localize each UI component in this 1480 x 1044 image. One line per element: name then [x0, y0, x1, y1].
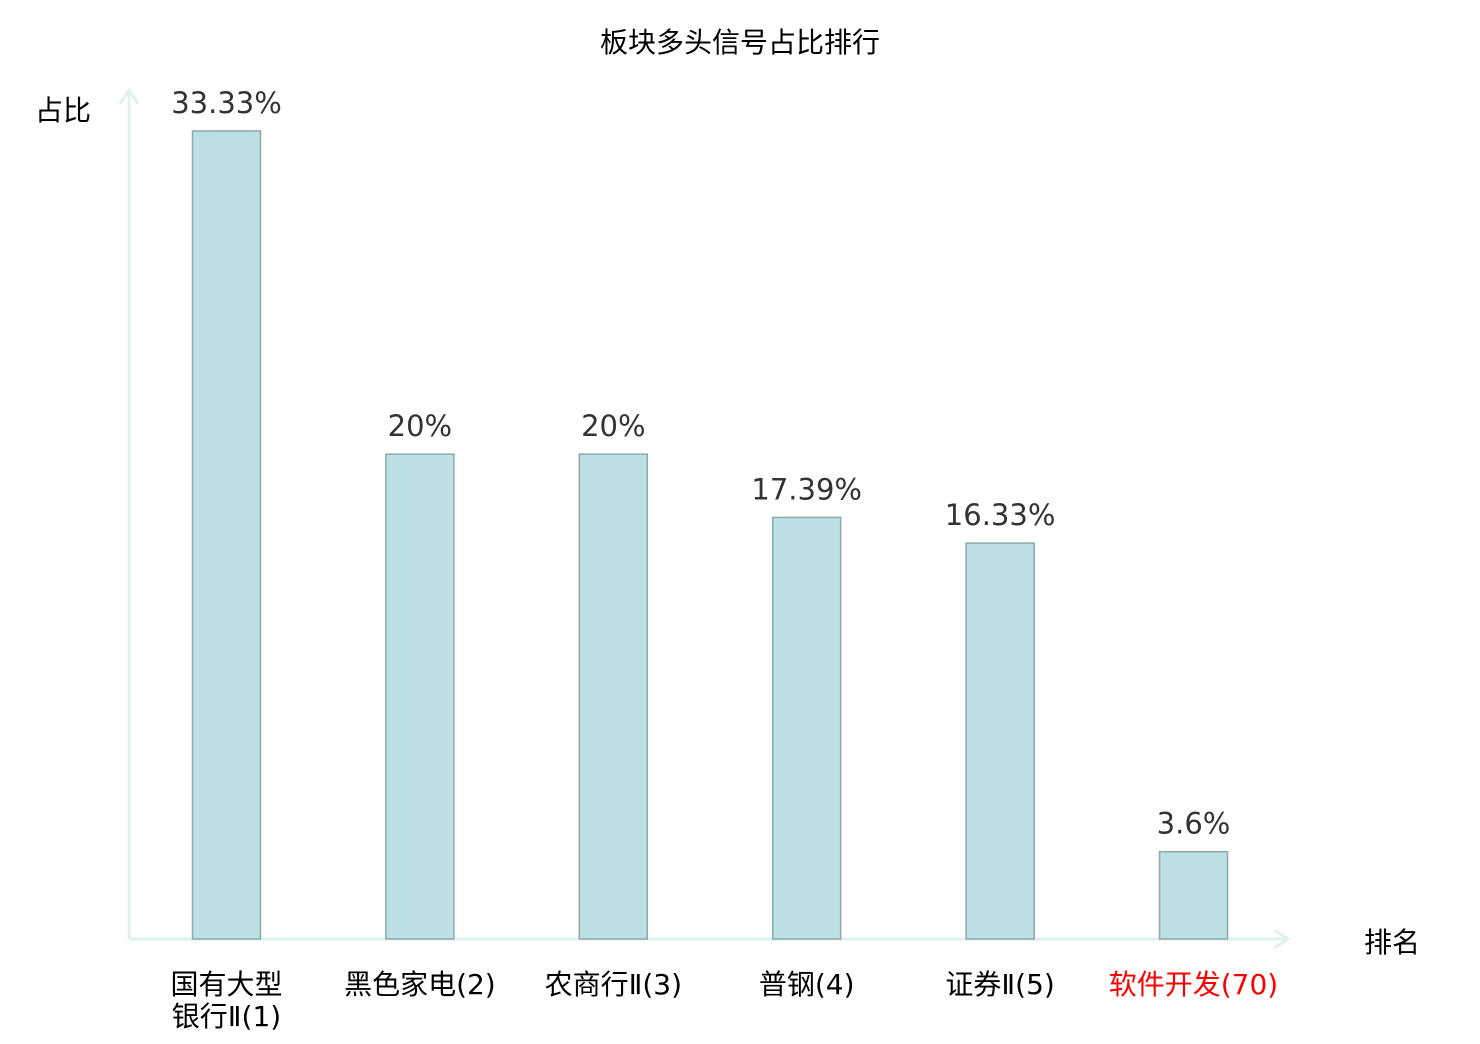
x-tick-label-line: 普钢(4)	[759, 968, 855, 1001]
x-tick-label: 黑色家电(2)	[344, 968, 496, 1001]
x-tick-label: 证券Ⅱ(5)	[945, 968, 1054, 1001]
x-axis-arrow-icon	[1273, 928, 1291, 950]
chart-title: 板块多头信号占比排行	[600, 26, 880, 59]
x-tick-label: 软件开发(70)	[1109, 968, 1278, 1001]
data-label: 20%	[388, 409, 452, 443]
bar	[771, 516, 842, 940]
bar	[1158, 850, 1229, 940]
data-label: 16.33%	[945, 498, 1056, 532]
x-tick-label-line: 黑色家电(2)	[344, 968, 496, 1001]
y-axis-arrow-icon	[118, 87, 140, 105]
y-axis-label: 占比	[35, 94, 91, 127]
x-tick-label-line: 软件开发(70)	[1109, 968, 1278, 1001]
x-tick-label-line: 银行Ⅱ(1)	[172, 1000, 281, 1033]
data-label: 3.6%	[1157, 807, 1231, 841]
x-axis-label: 排名	[1364, 926, 1420, 959]
x-tick-label-line: 国有大型	[170, 968, 282, 1001]
x-tick-label: 农商行Ⅱ(3)	[545, 968, 682, 1001]
x-tick-label: 国有大型银行Ⅱ(1)	[170, 968, 282, 1033]
data-label: 33.33%	[171, 86, 282, 120]
x-tick-label: 普钢(4)	[759, 968, 855, 1001]
x-tick-label-line: 证券Ⅱ(5)	[945, 968, 1054, 1001]
x-tick-label-line: 农商行Ⅱ(3)	[545, 968, 682, 1001]
data-label: 20%	[581, 409, 645, 443]
bar	[385, 453, 455, 940]
bar	[191, 130, 262, 940]
bar	[578, 453, 649, 940]
data-label: 17.39%	[751, 472, 862, 506]
bar	[965, 542, 1035, 940]
